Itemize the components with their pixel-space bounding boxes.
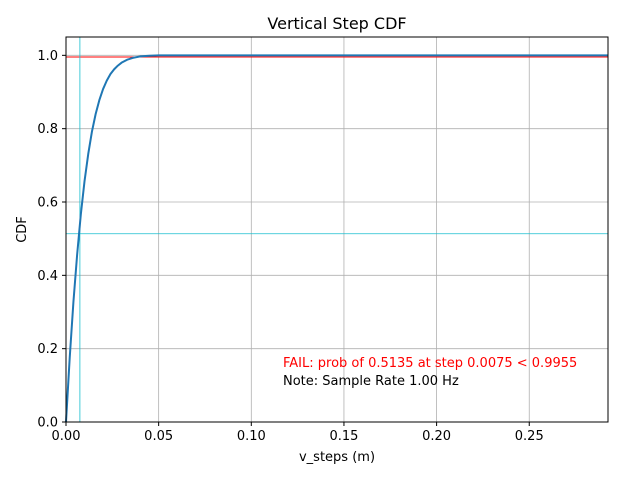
y-tick-label: 1.0	[37, 49, 58, 64]
y-tick-label: 0.4	[37, 269, 58, 284]
y-tick-label: 0.2	[37, 342, 58, 357]
x-tick-label: 0.15	[329, 429, 358, 444]
y-tick-label: 0.0	[37, 416, 58, 431]
plot-frame	[65, 36, 609, 423]
x-tick-label: 0.20	[422, 429, 451, 444]
tick-layer: 0.00 0.05 0.10 0.15 0.20 0.25 0.0 0.2 0.4 0.6 0.8 1…	[37, 49, 543, 444]
x-tick-label: 0.05	[144, 429, 173, 444]
fail-annotation: FAIL: prob of 0.5135 at step 0.0075 < 0.…	[283, 356, 577, 371]
y-tick-label: 0.6	[37, 196, 58, 211]
x-axis-label: v_steps (m)	[299, 450, 375, 465]
x-tick-label: 0.00	[52, 429, 81, 444]
x-tick-label: 0.10	[237, 429, 266, 444]
cdf-series-line	[65, 54, 608, 423]
chart-title: Vertical Step CDF	[267, 14, 406, 33]
y-tick-label: 0.8	[37, 122, 58, 137]
x-tick-label: 0.25	[515, 429, 544, 444]
series-layer	[65, 54, 608, 423]
sample-rate-note: Note: Sample Rate 1.00 Hz	[283, 374, 459, 389]
y-axis-label: CDF	[15, 216, 30, 243]
